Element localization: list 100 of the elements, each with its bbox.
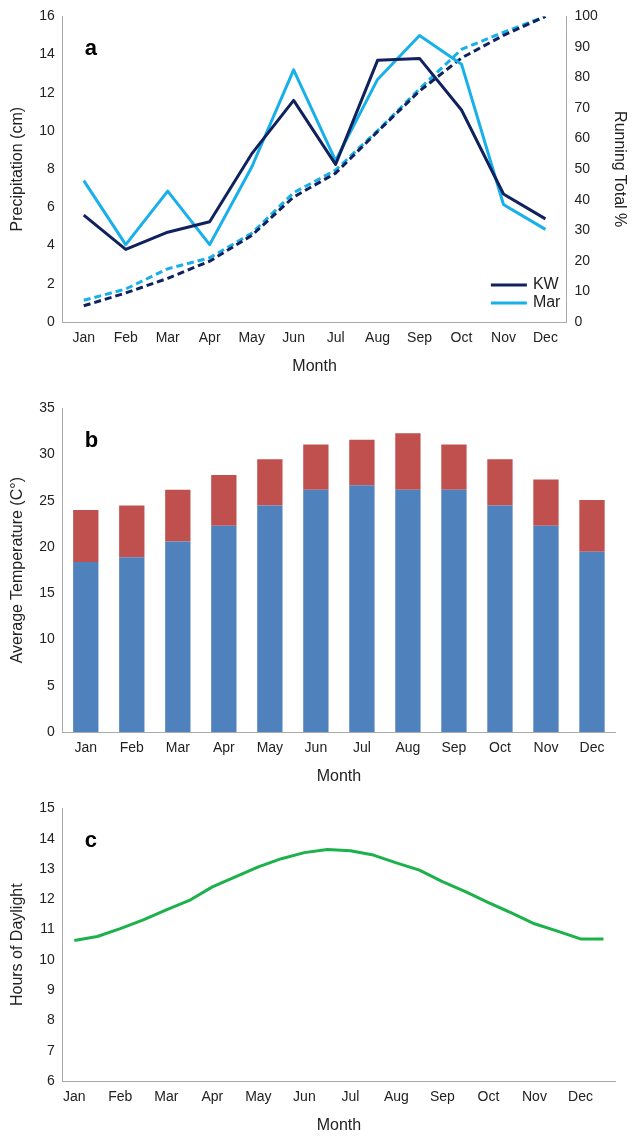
bar (349, 439, 375, 486)
x-tick-label: Jun (293, 1088, 316, 1105)
annotation: c (84, 827, 98, 853)
bar (73, 510, 99, 562)
bar (165, 489, 191, 542)
y-tick-label: 11 (40, 920, 55, 937)
y2-tick-label: 30 (574, 221, 591, 238)
y2-tick-label: 90 (574, 37, 591, 54)
x-axis-title: Month (292, 356, 337, 374)
x-tick-label: Dec (579, 739, 605, 756)
x-axis-title: Month (316, 1115, 362, 1133)
x-tick-label: Apr (198, 329, 221, 346)
bar (257, 505, 283, 732)
bar (579, 499, 605, 552)
bar (441, 489, 467, 732)
x-tick-label: Jan (74, 739, 98, 756)
x-tick-label: Oct (450, 329, 473, 346)
bar (73, 561, 99, 732)
y-tick-label: 12 (39, 83, 55, 100)
y-tick-label: 10 (39, 630, 55, 647)
y-tick-label: 15 (39, 584, 55, 601)
y-tick-label: 7 (46, 1041, 55, 1058)
y-tick-label: 35 (39, 399, 55, 416)
y-tick-label: 15 (39, 799, 55, 816)
bar (119, 557, 145, 732)
y2-tick-label: 50 (574, 160, 591, 177)
y2-tick-label: 40 (574, 190, 591, 207)
x-tick-label: Jan (72, 329, 96, 346)
legend-label: Mar (532, 293, 562, 311)
y2-tick-label: 60 (574, 129, 591, 146)
y2-tick-label: 100 (574, 7, 599, 24)
y-tick-label: 0 (46, 722, 55, 739)
x-tick-label: May (238, 329, 265, 346)
x-tick-label: Oct (489, 739, 511, 756)
x-tick-label: Mar (154, 1088, 179, 1105)
bar (211, 474, 237, 526)
y2-tick-label: 70 (574, 98, 591, 115)
bar (487, 459, 513, 506)
x-tick-label: Sep (407, 329, 433, 346)
x-tick-label: Jul (352, 739, 371, 756)
bar (487, 505, 513, 732)
y-tick-label: 25 (39, 491, 55, 508)
bar (303, 444, 329, 490)
x-tick-label: Jul (326, 329, 345, 346)
annotation: b (84, 427, 99, 453)
y-tick-label: 8 (46, 1011, 55, 1028)
y-axis-title: Average Temperature (C°) (8, 477, 26, 664)
y-tick-label: 2 (46, 274, 55, 291)
bar (257, 459, 283, 506)
y-tick-label: 8 (46, 160, 55, 177)
y-axis-title: Hours of Daylight (8, 882, 26, 1007)
y2-tick-label: 10 (574, 282, 591, 299)
bar (395, 489, 421, 732)
y-tick-label: 4 (46, 236, 55, 253)
bar (165, 541, 191, 732)
y-tick-label: 16 (39, 7, 55, 24)
x-tick-label: Jul (341, 1088, 360, 1105)
x-tick-label: Nov (522, 1088, 547, 1105)
x-tick-label: Feb (108, 1088, 133, 1105)
y-tick-label: 0 (46, 312, 55, 329)
y-tick-label: 12 (39, 890, 55, 907)
bar (119, 505, 145, 558)
y-tick-label: 5 (46, 676, 55, 693)
bar (441, 444, 467, 490)
x-tick-label: Aug (395, 739, 421, 756)
y2-tick-label: 80 (574, 68, 591, 85)
x-tick-label: Nov (533, 739, 559, 756)
x-tick-label: Feb (113, 329, 139, 346)
bar (303, 489, 329, 732)
y-tick-label: 6 (46, 1071, 55, 1088)
x-tick-label: May (256, 739, 284, 756)
y-tick-label: 14 (39, 829, 55, 846)
y-tick-label: 10 (39, 950, 55, 967)
x-tick-label: Aug (383, 1088, 409, 1105)
x-tick-label: May (245, 1088, 272, 1105)
y-tick-label: 30 (39, 445, 55, 462)
annotation: a (84, 35, 98, 61)
x-tick-label: Jun (282, 329, 305, 346)
bar (533, 479, 559, 526)
y-tick-label: 13 (39, 859, 55, 876)
bar (395, 433, 421, 490)
x-tick-label: Feb (119, 739, 145, 756)
x-tick-label: Mar (165, 739, 191, 756)
x-tick-label: Nov (491, 329, 516, 346)
y-tick-label: 9 (46, 980, 55, 997)
y2-axis-title: Running Total % (611, 111, 629, 228)
y-tick-label: 20 (39, 537, 55, 554)
x-tick-label: Sep (441, 739, 467, 756)
x-tick-label: Aug (365, 329, 391, 346)
bar (579, 551, 605, 732)
x-tick-label: Dec (568, 1088, 593, 1105)
x-tick-label: Apr (212, 739, 236, 756)
bar (211, 525, 237, 732)
x-tick-label: Dec (533, 329, 558, 346)
x-tick-label: Oct (477, 1088, 500, 1105)
y-tick-label: 6 (46, 198, 55, 215)
y2-tick-label: 0 (574, 312, 583, 329)
y2-tick-label: 20 (574, 251, 591, 268)
x-axis-title: Month (316, 766, 362, 784)
bar (349, 485, 375, 732)
